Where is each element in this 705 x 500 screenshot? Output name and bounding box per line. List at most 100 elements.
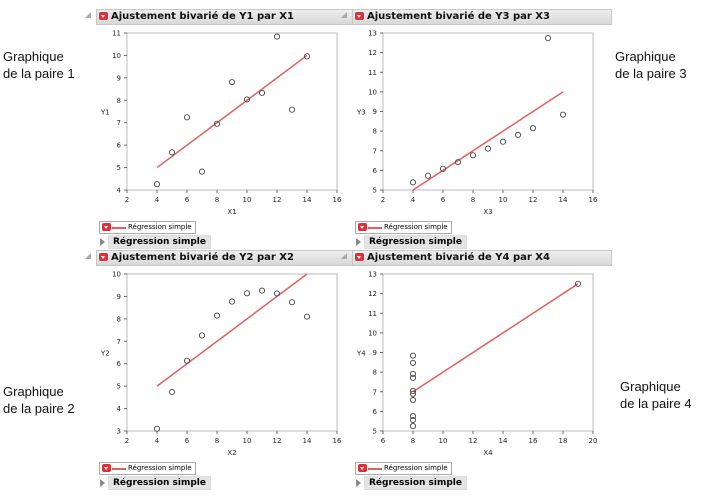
y-tick-label: 3 [117,428,121,436]
y-tick-label: 7 [117,119,121,127]
caption-line: Graphique [3,49,64,64]
caption-pair-2: Graphique de la paire 2 [3,383,75,417]
legend[interactable]: Régression simple [355,221,452,234]
legend-line-swatch [368,227,382,229]
data-point [409,390,417,397]
data-point [228,298,236,305]
legend[interactable]: Régression simple [355,462,452,475]
red-triangle-menu-icon[interactable] [358,223,367,231]
data-point [258,89,266,96]
x-tick-label: 4 [411,196,416,204]
report-title: Régression simple [113,237,206,247]
data-point [574,280,582,287]
report-title: Régression simple [113,478,206,488]
disclosure-triangle-icon[interactable] [85,12,91,18]
y-tick-label: 9 [373,108,377,116]
y-tick-label: 6 [117,360,122,368]
red-triangle-menu-icon[interactable] [99,253,108,261]
data-point [514,131,522,138]
legend-line-swatch [112,468,126,470]
legend[interactable]: Régression simple [99,221,196,234]
panel-title: Ajustement bivarié de Y3 par X3 [367,11,550,22]
disclosure-triangle-icon[interactable] [100,238,105,246]
data-point [183,357,191,364]
red-triangle-menu-icon[interactable] [355,253,364,261]
panel-header[interactable]: Ajustement bivarié de Y3 par X3 [341,9,612,25]
regression-report-outline[interactable]: Régression simple [100,235,211,249]
data-point [409,374,417,381]
disclosure-triangle-icon[interactable] [85,253,91,259]
bivariate-fit-panel: Ajustement bivarié de Y3 par X3 2 4 6 8 10 12 1… [341,9,612,249]
red-triangle-menu-icon[interactable] [102,464,111,472]
data-point [273,290,281,297]
regression-report-outline[interactable]: Régression simple [100,476,211,490]
scatter-plot: 2 4 6 8 10 12 14 16 5 6 7 8 9 10 11 12 13 X3 Y3 [356,30,598,217]
x-tick-label: 12 [469,437,478,445]
y-tick-label: 5 [117,383,121,391]
disclosure-triangle-icon[interactable] [341,253,347,259]
data-point [258,287,266,294]
red-triangle-menu-icon[interactable] [358,464,367,472]
data-point [288,299,296,306]
regression-report-outline[interactable]: Régression simple [356,476,467,490]
x-tick-label: 18 [559,437,568,445]
data-point [469,152,477,159]
data-point [439,165,447,172]
data-point [544,35,552,42]
scatter-plot: 2 4 6 8 10 12 14 16 3 4 5 6 7 8 9 10 X2 Y2 [100,271,342,458]
regression-line [412,283,579,393]
red-triangle-menu-icon[interactable] [102,223,111,231]
data-point [409,179,417,186]
data-point [409,396,417,404]
plot-frame [382,273,594,432]
regression-report-outline[interactable]: Régression simple [356,235,467,249]
data-point [303,313,311,320]
caption-line: Graphique [3,384,64,399]
x-tick-label: 10 [243,196,252,204]
legend-label: Régression simple [384,223,448,231]
data-point [303,53,311,60]
legend-label: Régression simple [384,464,448,472]
data-point [168,388,176,396]
y-tick-label: 10 [112,52,121,60]
legend-label: Régression simple [128,223,192,231]
caption-pair-1: Graphique de la paire 1 [3,48,75,82]
y-axis-label: Y3 [356,109,366,117]
x-tick-label: 20 [589,437,598,445]
data-point [198,168,206,175]
y-tick-label: 6 [373,408,378,416]
y-tick-label: 11 [368,69,377,77]
disclosure-triangle-icon[interactable] [356,238,361,246]
x-tick-label: 2 [125,437,129,445]
caption-line: de la paire 1 [3,66,75,81]
x-tick-label: 10 [499,196,508,204]
legend-line-swatch [112,227,126,229]
x-tick-label: 4 [155,437,160,445]
disclosure-triangle-icon[interactable] [341,12,347,18]
regression-line [412,91,564,191]
panel-header[interactable]: Ajustement bivarié de Y4 par X4 [341,250,612,266]
caption-line: Graphique [620,379,681,394]
y-tick-label: 11 [112,30,121,38]
red-triangle-menu-icon[interactable] [99,12,108,20]
y-tick-label: 5 [373,187,377,195]
legend[interactable]: Régression simple [99,462,196,475]
x-tick-label: 2 [381,196,385,204]
x-tick-label: 12 [529,196,538,204]
x-tick-label: 8 [215,437,219,445]
red-triangle-menu-icon[interactable] [355,12,364,20]
disclosure-triangle-icon[interactable] [356,479,361,487]
y-tick-label: 8 [373,369,377,377]
caption-line: Graphique [615,49,676,64]
x-tick-label: 10 [439,437,448,445]
x-tick-label: 8 [411,437,415,445]
x-axis-label: X1 [227,208,236,216]
y-tick-label: 6 [373,167,378,175]
panel-header[interactable]: Ajustement bivarié de Y1 par X1 [85,9,356,25]
data-point [228,79,236,86]
x-tick-label: 16 [529,437,538,445]
panel-header[interactable]: Ajustement bivarié de Y2 par X2 [85,250,356,266]
disclosure-triangle-icon[interactable] [100,479,105,487]
report-title: Régression simple [369,478,462,488]
y-tick-label: 9 [373,349,377,357]
